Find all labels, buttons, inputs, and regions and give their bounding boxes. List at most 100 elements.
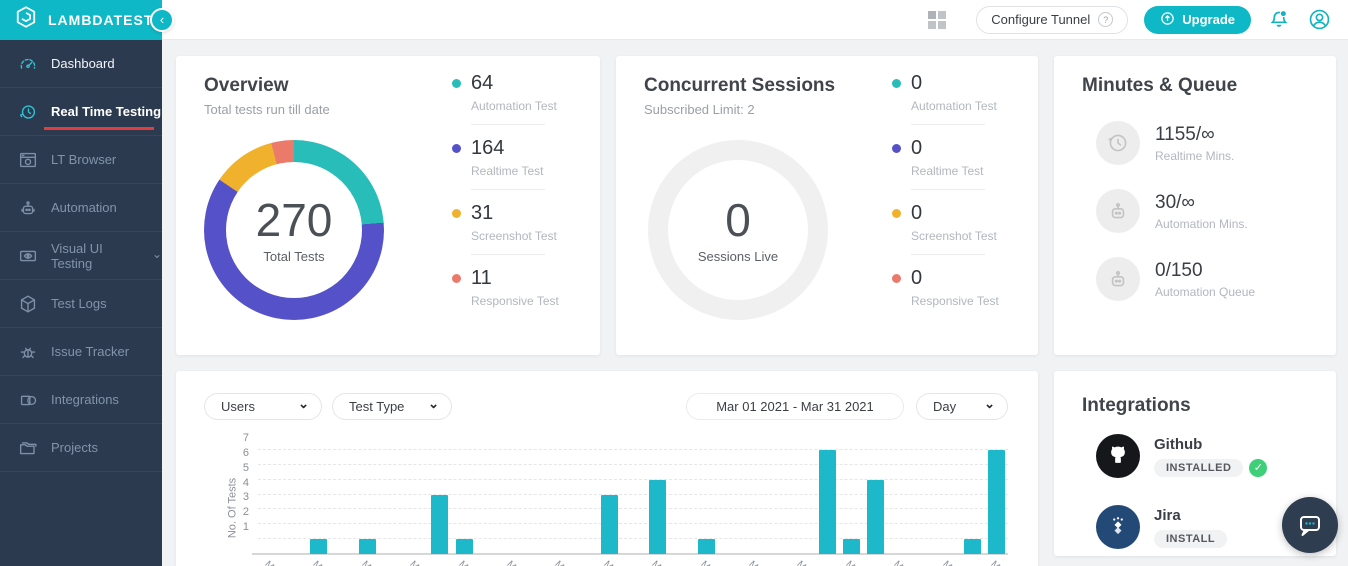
github-icon[interactable] [1096,434,1140,478]
sessions-ring-chart: 0 Sessions Live [648,140,828,320]
chevron-down-icon: ⌄ [428,396,439,411]
help-icon[interactable]: ? [1098,12,1114,27]
x-axis-tick: Mar 19 [698,559,728,566]
x-axis-tick: Mar 17 [649,559,679,566]
jira-icon[interactable] [1096,505,1140,549]
realtime-mins-icon [1096,121,1140,165]
chevron-down-icon: ⌄ [151,246,162,261]
y-axis-tick: 3 [242,491,249,504]
gridline [258,538,1008,540]
users-filter-select[interactable]: Users ⌄ [204,393,322,420]
profile-avatar-icon[interactable] [1307,7,1332,32]
topbar: LAMBDATEST ‹ Configure Tunnel ? Upgrade [0,0,1348,40]
x-axis-tick: Mar 21 [746,559,776,566]
gridline [258,523,1008,525]
concurrent-sessions-card: Concurrent Sessions Subscribed Limit: 2 … [616,56,1038,355]
cube-icon [17,293,39,315]
gridline [258,463,1008,465]
x-axis-tick: Mar 09 [456,559,486,566]
x-axis-tick: Mar 07 [407,559,437,566]
integration-row: Github INSTALLED ✓ [1096,434,1336,478]
overview-subtitle: Total tests run till date [204,102,330,117]
legend-item: 0 Automation Test [892,70,1032,113]
test-type-filter-select[interactable]: Test Type ⌄ [332,393,452,420]
install-status-badge[interactable]: INSTALL [1154,529,1228,548]
sidebar-item-test-logs[interactable]: Test Logs [0,280,162,328]
sessions-legend: 0 Automation Test 0 Realtime Test [892,70,1032,308]
x-axis-tick: Mar 27 [891,559,921,566]
bar-mar-19[interactable] [697,539,715,554]
sidebar-collapse-button[interactable]: ‹ [150,8,174,32]
brand-name: LAMBDATEST [48,11,154,28]
bar-mar-03[interactable] [310,539,328,554]
legend-dot-icon [892,144,901,153]
bug-icon [17,341,39,363]
x-axis-tick: Mar 25 [843,559,873,566]
tests-donut-chart: 270 Total Tests [204,140,384,320]
legend-dot-icon [892,79,901,88]
interval-select[interactable]: Day ⌄ [916,393,1008,420]
sessions-subtitle: Subscribed Limit: 2 [644,102,755,117]
legend-item: 31 Screenshot Test [452,200,592,243]
upgrade-button[interactable]: Upgrade [1144,5,1251,34]
sidebar-item-visual-ui-testing[interactable]: Visual UI Testing ⌄ [0,232,162,280]
x-axis-tick: Mar 11 [504,559,533,566]
bar-mar-09[interactable] [455,539,473,554]
bar-chart-plot: No. Of Tests 1 2 3 4 5 6 7 Mar 01 Mar 03 Mar 05 Ma… [226,432,1018,566]
y-axis-tick: 1 [242,521,249,534]
bar-mar-05[interactable] [358,539,376,554]
x-axis-tick: Mar 03 [311,559,341,566]
minutes-row: 30/∞ Automation Mins. [1096,189,1336,233]
sidebar-item-projects[interactable]: Projects [0,424,162,472]
eye-icon [17,245,39,267]
notifications-bell-icon[interactable] [1267,8,1291,32]
legend-dot-icon [452,274,461,283]
x-axis-line [252,553,1008,555]
minutes-queue-card: Minutes & Queue 1155/∞ Realtime Mins. 30… [1054,56,1336,355]
browser-icon [17,149,39,171]
x-axis-tick: Mar 23 [795,559,825,566]
bar-mar-15[interactable] [600,494,618,554]
bar-mar-17[interactable] [649,479,667,554]
legend-item: 64 Automation Test [452,70,592,113]
total-tests-label: Total Tests [263,248,325,264]
sidebar-item-issue-tracker[interactable]: Issue Tracker [0,328,162,376]
minutes-title: Minutes & Queue [1082,75,1238,96]
legend-dot-icon [452,144,461,153]
robot-icon [17,197,39,219]
sidebar-item-integrations[interactable]: Integrations [0,376,162,424]
sidebar-item-lt-browser[interactable]: LT Browser [0,136,162,184]
y-axis-label: No. Of Tests [226,477,238,539]
bar-mar-24[interactable] [818,450,836,554]
sidebar-item-automation[interactable]: Automation [0,184,162,232]
sidebar-item-real-time-testing[interactable]: Real Time Testing [0,88,162,136]
tests-chart-card: Users ⌄ Test Type ⌄ Mar 01 2021 - Mar 31… [176,371,1038,566]
integration-row: Jira INSTALL [1096,505,1336,549]
gauge-icon [17,53,39,75]
bar-mar-25[interactable] [842,539,860,554]
y-axis-tick: 4 [242,476,249,489]
sessions-live-label: Sessions Live [697,248,779,264]
install-status-badge[interactable]: INSTALLED [1154,458,1244,477]
bar-mar-08[interactable] [431,494,449,554]
date-range-picker[interactable]: Mar 01 2021 - Mar 31 2021 [686,393,904,420]
configure-tunnel-button[interactable]: Configure Tunnel ? [976,5,1129,34]
overview-card: Overview Total tests run till date 270 T… [176,56,600,355]
bar-mar-26[interactable] [866,479,884,554]
x-axis-tick: Mar 05 [359,559,389,566]
chat-support-button[interactable] [1282,497,1338,553]
legend-item: 11 Responsive Test [452,265,592,308]
bar-mar-30[interactable] [963,539,981,554]
bar-mar-31[interactable] [987,450,1005,554]
automation-queue-icon [1096,257,1140,301]
apps-grid-icon[interactable] [928,10,947,29]
x-axis-tick: Mar 13 [553,559,583,566]
legend-item: 0 Responsive Test [892,265,1032,308]
clock-icon [17,101,39,123]
x-axis-tick: Mar 01 [262,559,292,566]
upgrade-arrow-icon [1160,11,1175,29]
brand-logo[interactable]: LAMBDATEST [0,0,162,40]
sidebar-item-dashboard[interactable]: Dashboard [0,40,162,88]
chevron-down-icon: ⌄ [984,396,995,411]
chevron-down-icon: ⌄ [298,396,309,411]
